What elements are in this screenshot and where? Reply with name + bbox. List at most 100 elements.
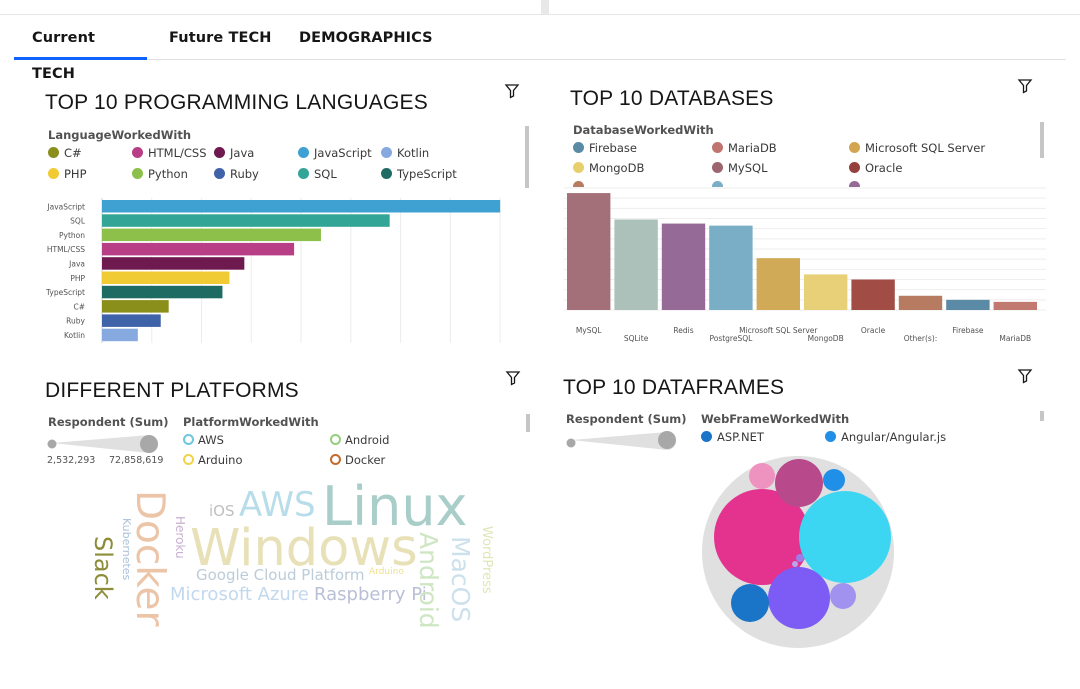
legend-item[interactable]: Angular/Angular.js bbox=[825, 430, 946, 444]
bar[interactable] bbox=[102, 228, 321, 242]
bar[interactable] bbox=[993, 301, 1037, 310]
filter-icon[interactable] bbox=[505, 370, 521, 386]
legend-label: ASP.NET bbox=[717, 430, 764, 444]
bubble[interactable] bbox=[714, 489, 810, 585]
legend-item[interactable]: Java bbox=[214, 146, 254, 160]
legend-label: TypeScript bbox=[397, 167, 457, 181]
bar[interactable] bbox=[102, 200, 501, 213]
word-android[interactable]: Android bbox=[414, 532, 443, 629]
legend-overflow-row bbox=[573, 181, 893, 187]
tick-label: HTML/CSS bbox=[47, 245, 85, 254]
legend-swatch bbox=[849, 181, 860, 187]
bar[interactable] bbox=[709, 225, 753, 310]
filter-icon[interactable] bbox=[1017, 78, 1033, 94]
legend-item[interactable]: PHP bbox=[48, 167, 87, 181]
legend-item[interactable]: Android bbox=[330, 433, 389, 447]
bar[interactable] bbox=[946, 299, 990, 310]
bar[interactable] bbox=[102, 242, 295, 256]
word-microsoft-azure[interactable]: Microsoft Azure bbox=[170, 584, 309, 605]
legend-item[interactable]: Firebase bbox=[573, 141, 637, 155]
filter-icon[interactable] bbox=[1017, 368, 1033, 384]
bubble[interactable] bbox=[823, 469, 845, 491]
legend-item[interactable]: Microsoft SQL Server bbox=[849, 141, 985, 155]
panel-title: TOP 10 PROGRAMMING LANGUAGES bbox=[45, 91, 428, 114]
tick-label: Java bbox=[68, 259, 85, 268]
legend-item[interactable]: Ruby bbox=[214, 167, 259, 181]
legend-label: HTML/CSS bbox=[148, 146, 207, 160]
bubble[interactable] bbox=[792, 561, 798, 567]
panel-title: DIFFERENT PLATFORMS bbox=[45, 379, 299, 402]
word-linux[interactable]: Linux bbox=[322, 475, 468, 538]
bar[interactable] bbox=[614, 219, 658, 310]
word-google-cloud-platform[interactable]: Google Cloud Platform bbox=[196, 566, 365, 584]
word-aws[interactable]: AWS bbox=[239, 485, 316, 525]
bubble[interactable] bbox=[799, 491, 891, 583]
filter-icon[interactable] bbox=[504, 83, 520, 99]
bubble[interactable] bbox=[768, 567, 830, 629]
bar[interactable] bbox=[102, 214, 390, 227]
legend-item[interactable]: Docker bbox=[330, 453, 385, 467]
tab-demographics[interactable]: DEMOGRAPHICS bbox=[299, 30, 433, 46]
legend-scrollbar[interactable] bbox=[1040, 122, 1044, 158]
legend-item[interactable]: HTML/CSS bbox=[132, 146, 207, 160]
legend-item[interactable]: Arduino bbox=[183, 453, 243, 467]
legend-item[interactable]: SQL bbox=[298, 167, 337, 181]
bar[interactable] bbox=[898, 295, 943, 310]
legend-item[interactable]: MongoDB bbox=[573, 161, 644, 175]
legend-scrollbar[interactable] bbox=[1040, 411, 1044, 421]
legend-label: Angular/Angular.js bbox=[841, 430, 947, 444]
word-docker[interactable]: Docker bbox=[127, 490, 172, 628]
legend-item[interactable]: Python bbox=[132, 167, 188, 181]
bar[interactable] bbox=[804, 274, 848, 310]
legend-label: Microsoft SQL Server bbox=[865, 141, 986, 155]
legend-item[interactable]: AWS bbox=[183, 433, 224, 447]
bubble[interactable] bbox=[830, 583, 856, 609]
bar[interactable] bbox=[661, 223, 706, 310]
legend-swatch bbox=[183, 434, 194, 445]
legend-label: Oracle bbox=[865, 161, 903, 175]
legend-title: DatabaseWorkedWith bbox=[573, 123, 714, 137]
bar[interactable] bbox=[851, 279, 895, 311]
bubble[interactable] bbox=[796, 554, 804, 562]
panel-title: TOP 10 DATAFRAMES bbox=[563, 376, 785, 399]
bar[interactable] bbox=[102, 271, 230, 285]
word-windows[interactable]: Windows bbox=[190, 519, 418, 578]
legend-label: Python bbox=[148, 167, 188, 181]
legend-item[interactable]: MariaDB bbox=[712, 141, 777, 155]
bar[interactable] bbox=[102, 314, 161, 327]
legend-item[interactable]: ASP.NET bbox=[701, 430, 764, 444]
bar[interactable] bbox=[102, 285, 223, 299]
word-ios[interactable]: iOS bbox=[209, 502, 235, 520]
word-macos[interactable]: MacOS bbox=[446, 536, 475, 622]
legend-label: SQL bbox=[314, 167, 337, 181]
bubble[interactable] bbox=[749, 463, 775, 489]
tab-future-tech[interactable]: Future TECH bbox=[169, 30, 272, 46]
word-slack[interactable]: Slack bbox=[89, 536, 117, 600]
legend-item[interactable]: MySQL bbox=[712, 161, 768, 175]
bar[interactable] bbox=[102, 300, 169, 313]
bar[interactable] bbox=[756, 258, 800, 310]
bar[interactable] bbox=[567, 193, 611, 310]
splitter-handle[interactable] bbox=[541, 0, 549, 14]
legend-item[interactable]: C# bbox=[48, 146, 82, 160]
word-arduino[interactable]: Arduino bbox=[369, 567, 404, 577]
bar[interactable] bbox=[102, 328, 138, 342]
legend-scrollbar[interactable] bbox=[525, 126, 529, 188]
legend-item[interactable]: Kotlin bbox=[381, 146, 429, 160]
legend-swatch bbox=[712, 181, 723, 187]
bubble[interactable] bbox=[731, 584, 769, 622]
legend-item[interactable]: Oracle bbox=[849, 161, 902, 175]
tick-label: Microsoft SQL Server bbox=[739, 326, 818, 335]
legend-item[interactable]: TypeScript bbox=[381, 167, 457, 181]
bar[interactable] bbox=[102, 257, 245, 270]
word-raspberry-pi[interactable]: Raspberry Pi bbox=[314, 584, 427, 605]
tick-label: JavaScript bbox=[46, 202, 85, 211]
word-heroku[interactable]: Heroku bbox=[173, 516, 187, 559]
bubble[interactable] bbox=[775, 459, 823, 507]
dataframes-bubble-chart bbox=[702, 456, 894, 648]
tab-current-tech[interactable]: Current TECH bbox=[14, 20, 147, 82]
word-wordpress[interactable]: WordPress bbox=[479, 526, 494, 594]
legend-item[interactable]: JavaScript bbox=[298, 146, 372, 160]
word-kubernetes[interactable]: Kubernetes bbox=[120, 518, 133, 581]
legend-scrollbar[interactable] bbox=[526, 414, 530, 432]
